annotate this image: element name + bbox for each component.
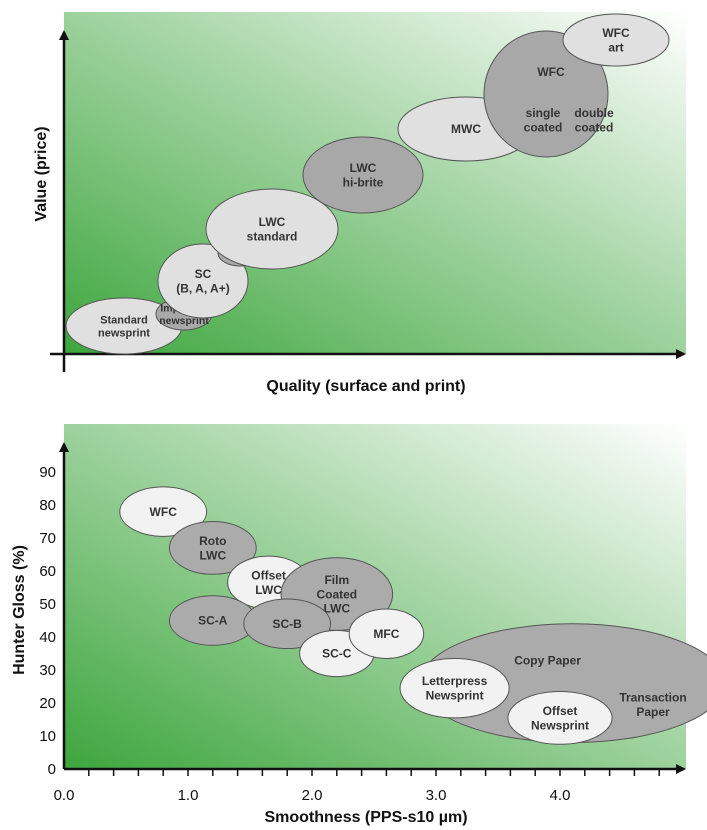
top-bubble-lwc-standard-label-1: standard (247, 229, 298, 243)
top-bubble-standard-newsprint-label-1: newsprint (98, 327, 150, 339)
top-bubble-shape-lwc-hi-brite (302, 136, 424, 214)
bottom-bubble-copy-paper-label-0: Copy Paper (514, 653, 581, 667)
bottom-bubble-shape-offset-newsprint (507, 690, 613, 745)
bottom-bubble-transaction-paper-label-0: Transaction (619, 691, 686, 705)
y-tick-label: 0 (48, 761, 56, 778)
bottom-bubble-film-coated-lwc-label-1: Coated (316, 587, 357, 601)
bottom-bubble-film-coated-lwc-label-2: LWC (323, 602, 350, 616)
bottom-bubble-sc-b-label-0: SC-B (273, 617, 303, 631)
y-tick-label: 70 (39, 530, 56, 547)
top-bubble-shape-wfc (483, 30, 609, 158)
bottom-bubble-wfc-label-0: WFC (150, 505, 178, 519)
y-tick-label: 80 (39, 497, 56, 514)
bottom-bubble-letterpress-newsprint-label-0: Letterpress (422, 674, 488, 688)
bottom-bubble-letterpress-newsprint-label-1: Newsprint (426, 689, 484, 703)
bottom-chart-bubbles: Copy PaperTransactionPaperLetterpressNew… (119, 486, 707, 745)
bottom-bubble-shape-wfc (119, 486, 208, 537)
top-bubble-wfc-double-label-1: coated (575, 120, 614, 134)
top-bubble-wfc-label-0: WFC (537, 65, 565, 79)
bottom-bubble-roto-lwc-label-0: Roto (199, 534, 226, 548)
bottom-bubble-film-coated-lwc-label-0: Film (324, 573, 349, 587)
x-tick-label: 3.0 (426, 787, 447, 804)
x-tick-label: 0.0 (54, 787, 75, 804)
top-bubble-lwc-hi-brite-label-0: LWC (350, 161, 377, 175)
bottom-bubble-offset-lwc-label-0: Offset (251, 569, 286, 583)
bottom-chart-y-axis-title: Hunter Gloss (%) (11, 545, 28, 675)
top-bubble-lwc-standard-label-0: LWC (259, 215, 286, 229)
top-bubble-sc-label-1: (B, A, A+) (176, 281, 229, 295)
bottom-chart-ticks: 0.0 1.0 2.0 3.0 4.0 0 10 20 30 40 50 60 70 80 90 (39, 464, 660, 804)
bottom-bubble-offset-newsprint-label-0: Offset (543, 704, 578, 718)
top-bubble-wfc-single-label-0: single (526, 106, 561, 120)
bottom-chart-x-axis-title: Smoothness (PPS-s10 µm) (264, 809, 467, 826)
bottom-bubble-shape-letterpress-newsprint (399, 657, 510, 719)
top-chart-bubbles: StandardnewsprintImprovednewsprintSC(B, … (65, 13, 670, 355)
top-bubble-wfc-art-label-1: art (608, 40, 623, 54)
bottom-bubble-roto-lwc-label-1: LWC (199, 548, 226, 562)
bottom-bubble-shape-roto-lwc (168, 521, 257, 575)
y-tick-label: 40 (39, 629, 56, 646)
bottom-bubble-offset-lwc-label-1: LWC (255, 583, 282, 597)
top-bubble-wfc-art-label-0: WFC (602, 26, 630, 40)
bottom-bubble-mfc-label-0: MFC (373, 627, 399, 641)
top-chart-y-axis-title: Value (price) (33, 126, 50, 221)
top-bubble-standard-newsprint-label-0: Standard (100, 314, 148, 326)
y-tick-label: 50 (39, 596, 56, 613)
bottom-chart: 0.0 1.0 2.0 3.0 4.0 0 10 20 30 40 50 60 70 80 90 Copy … (11, 424, 707, 826)
top-bubble-sc-label-0: SC (195, 267, 212, 281)
y-tick-label: 90 (39, 464, 56, 481)
bottom-bubble-sc-a: SC-A (168, 595, 257, 646)
bottom-bubble-sc-c-label-0: SC-C (322, 647, 352, 661)
top-bubble-wfc-double-label-0: double (574, 106, 614, 120)
x-tick-label: 2.0 (302, 787, 323, 804)
bottom-bubble-wfc: WFC (119, 486, 208, 537)
top-bubble-shape-lwc-standard (205, 188, 339, 270)
x-tick-label: 1.0 (178, 787, 199, 804)
top-chart-x-axis-title: Quality (surface and print) (266, 378, 465, 395)
top-chart: StandardnewsprintImprovednewsprintSC(B, … (33, 12, 686, 395)
bottom-bubble-transaction-paper-label-1: Paper (636, 705, 670, 719)
y-tick-label: 30 (39, 662, 56, 679)
top-bubble-wfc-single-label-1: coated (524, 120, 563, 134)
y-tick-label: 60 (39, 563, 56, 580)
top-bubble-shape-wfc-art (562, 13, 670, 67)
bottom-bubble-copy-paper: Copy Paper (514, 653, 581, 667)
bottom-bubble-offset-newsprint-label-1: Newsprint (531, 718, 589, 732)
bottom-bubble-shape-sc-b (243, 598, 332, 650)
bottom-bubble-shape-mfc (348, 608, 425, 659)
x-tick-label: 4.0 (550, 787, 571, 804)
y-tick-label: 10 (39, 728, 56, 745)
top-bubble-mwc-label-0: MWC (451, 122, 481, 136)
bottom-bubble-sc-a-label-0: SC-A (198, 614, 228, 628)
top-bubble-lwc-hi-brite-label-1: hi-brite (343, 175, 384, 189)
y-tick-label: 20 (39, 695, 56, 712)
bottom-bubble-mfc: MFC (348, 608, 425, 659)
bottom-bubble-sc-b: SC-B (243, 598, 332, 650)
